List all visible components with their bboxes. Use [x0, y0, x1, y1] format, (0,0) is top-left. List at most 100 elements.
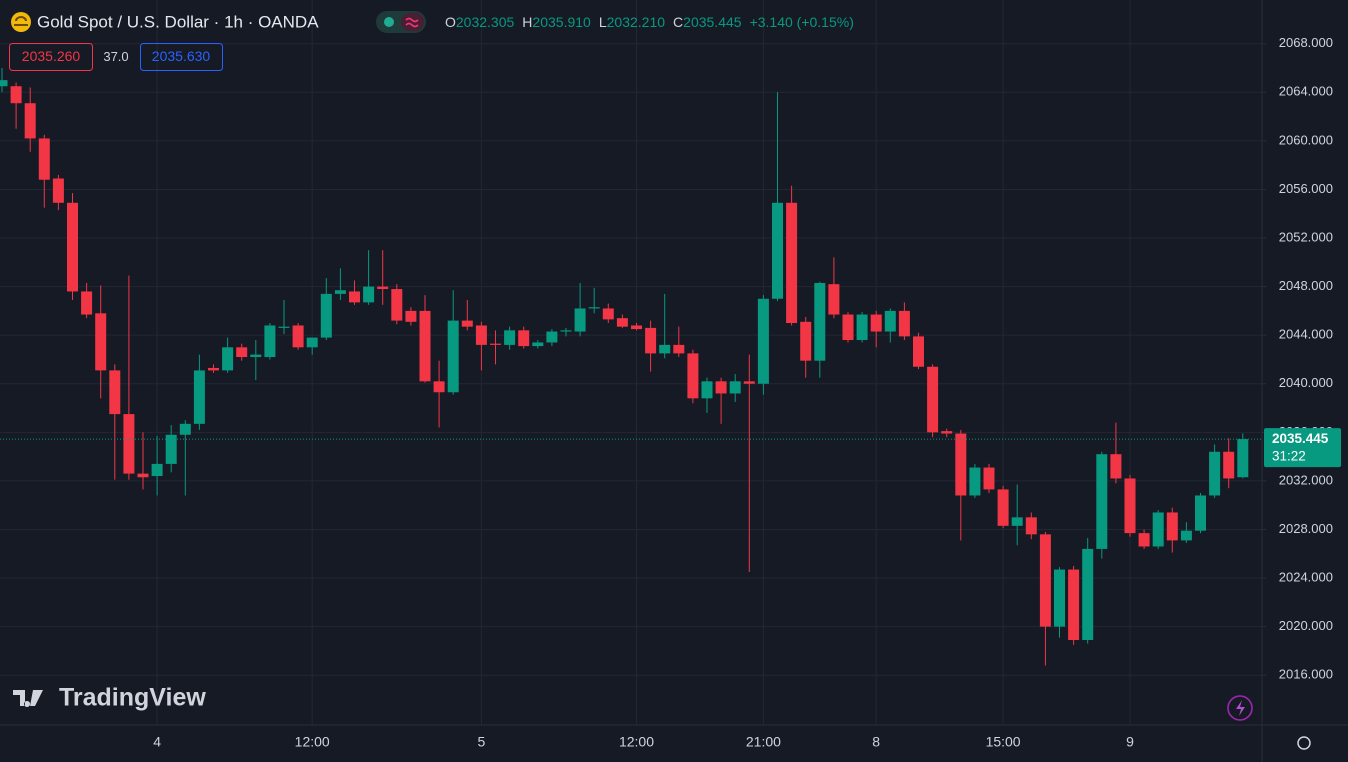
ohlc-value: 2032.305 [456, 14, 515, 30]
candle-body [151, 463, 163, 477]
candle-body [983, 467, 995, 490]
chart-title[interactable]: Gold Spot / U.S. Dollar · 1h · OANDA [37, 12, 319, 31]
candle-body [475, 325, 487, 345]
delayed-icon [405, 17, 419, 28]
candle-body [969, 467, 981, 496]
candle-body [1180, 530, 1192, 541]
price-tag: 2035.445 31:22 [0, 428, 1341, 468]
x-tick-label: 8 [872, 734, 880, 750]
candle-body [1054, 569, 1065, 627]
change: +3.140 (+0.15%) [750, 14, 854, 30]
candle-body [574, 308, 586, 332]
candle-body [757, 298, 769, 384]
y-tick-label: 2024.000 [1279, 569, 1333, 584]
market-open-dot [384, 17, 394, 27]
lightning-button[interactable] [1227, 695, 1253, 721]
y-tick-label: 2060.000 [1279, 132, 1333, 147]
symbol-logo-mark [14, 16, 28, 26]
candle-body [1039, 534, 1051, 627]
candle-body [250, 354, 262, 358]
candle-body [772, 202, 783, 299]
candle-body [729, 381, 741, 394]
candle-body [1152, 512, 1164, 547]
y-tick-label: 2068.000 [1279, 35, 1333, 50]
candle-body [1068, 569, 1080, 640]
candle-body [10, 86, 22, 104]
candle-body [898, 310, 910, 337]
delayed-badge [401, 13, 424, 31]
y-tick-label: 2064.000 [1279, 84, 1333, 99]
y-tick-label: 2028.000 [1279, 521, 1333, 536]
candle-body [631, 325, 642, 330]
watermark[interactable]: TradingView [59, 684, 206, 712]
candle-body [278, 326, 290, 328]
candle-body [560, 330, 572, 332]
candle-body [687, 353, 699, 399]
candle-body [913, 336, 924, 367]
candle-body [1195, 495, 1206, 531]
candle-body [236, 347, 248, 358]
candle-body [701, 381, 713, 399]
x-tick-label: 4 [153, 734, 161, 750]
buy-button[interactable] [140, 43, 223, 71]
candle-body [828, 284, 840, 315]
sell-button[interactable] [9, 43, 93, 71]
candle-body [1223, 451, 1235, 479]
settings-button[interactable] [1297, 736, 1311, 750]
candle-body [391, 289, 403, 321]
candle-body [264, 325, 276, 358]
candle-body [349, 291, 360, 303]
candle-body [433, 381, 445, 393]
candle-body [532, 342, 544, 347]
x-tick-label: 9 [1126, 734, 1134, 750]
grid [0, 0, 1262, 725]
candle-body [715, 381, 727, 394]
ohlc-value: 2035.445 [683, 14, 742, 30]
candle-body [52, 178, 64, 203]
candle-body [1166, 512, 1178, 541]
candle-body [1082, 548, 1094, 640]
candle-body [377, 286, 389, 290]
candle-body [24, 103, 36, 139]
candles [0, 68, 1249, 666]
watermark-logo[interactable] [13, 690, 43, 707]
candle-body [1237, 439, 1249, 478]
y-tick-label: 2020.000 [1279, 618, 1333, 633]
y-tick-label: 2044.000 [1279, 327, 1333, 342]
x-tick-label: 12:00 [619, 734, 654, 750]
x-tick-label: 15:00 [986, 734, 1021, 750]
candle-body [81, 291, 93, 315]
symbol-logo[interactable] [11, 12, 31, 32]
candle-body [1138, 533, 1150, 547]
y-tick-label: 2016.000 [1279, 667, 1333, 682]
candle-body [659, 344, 671, 354]
y-tick-label: 2056.000 [1279, 181, 1333, 196]
candle-body [306, 337, 318, 348]
candle-body [67, 202, 78, 292]
candle-body [870, 314, 882, 332]
candle-body [0, 80, 8, 87]
candle-body [616, 318, 628, 327]
candle-body [800, 321, 812, 361]
ask-price[interactable]: 2035.630 [152, 48, 211, 64]
ohlc-legend: O2032.305 H2035.910 L2032.210 C2035.445 +3.1… [445, 14, 854, 30]
candle-body [490, 343, 501, 345]
candle-body [955, 433, 967, 496]
candle-body [193, 370, 205, 424]
candle-body [109, 370, 121, 415]
candle-body [292, 325, 304, 348]
ohlc-key: H [522, 14, 532, 30]
candle-body [405, 310, 417, 322]
ohlc-key: L [599, 14, 607, 30]
y-tick-label: 2040.000 [1279, 375, 1333, 390]
bid-price[interactable]: 2035.260 [22, 48, 81, 64]
x-tick-label: 5 [478, 734, 486, 750]
candle-body [927, 366, 939, 433]
candle-body [1110, 454, 1122, 479]
candle-body [222, 347, 234, 371]
candle-body [334, 290, 346, 294]
current-price-label: 2035.445 [1272, 431, 1329, 446]
ohlc-key: O [445, 14, 456, 30]
